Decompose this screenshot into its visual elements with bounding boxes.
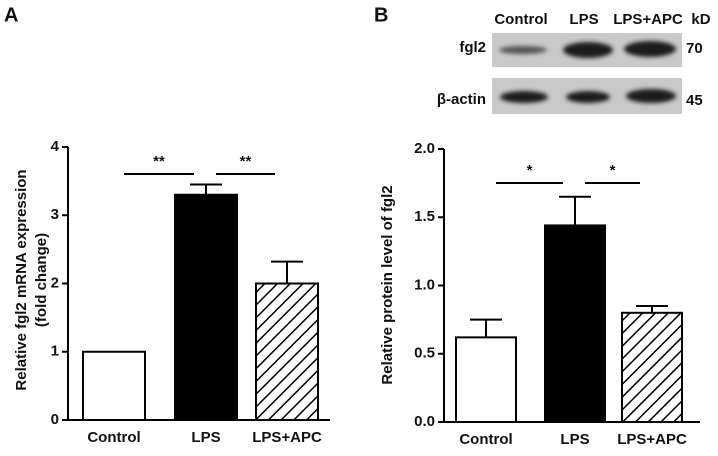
unit-label: kD	[691, 11, 710, 28]
size-label: 45	[686, 92, 703, 109]
lane-label: Control	[494, 11, 547, 28]
x-tick-label: Control	[459, 431, 512, 448]
bar	[82, 350, 146, 421]
y-tick-label: 2.0	[414, 140, 435, 157]
bar	[174, 193, 238, 421]
row-label: β-actin	[437, 91, 486, 108]
blot	[492, 33, 682, 114]
y-tick-label: 0.5	[414, 345, 435, 362]
size-label: 70	[686, 40, 703, 57]
x-tick-label: LPS+APC	[252, 429, 322, 446]
y-tick-label: 2	[51, 274, 59, 291]
x-tick-label: LPS+APC	[617, 431, 687, 448]
bar	[621, 311, 683, 423]
y-tick-label: 1.5	[414, 208, 435, 225]
significance-label: *	[610, 162, 616, 179]
bar	[455, 336, 517, 423]
y-tick-label: 1.0	[414, 276, 435, 293]
y-tick-label: 0.0	[414, 413, 435, 430]
significance-label: **	[240, 153, 252, 170]
bar	[544, 224, 606, 423]
x-tick-label: Control	[87, 429, 140, 446]
bar	[255, 282, 319, 421]
y-tick-label: 4	[51, 138, 60, 155]
y-axis-label: Relative protein level of fgl2	[379, 185, 396, 384]
row-label: fgl2	[459, 39, 486, 56]
panel-letter: B	[374, 4, 388, 26]
x-tick-label: LPS	[191, 429, 220, 446]
y-tick-label: 0	[51, 411, 59, 428]
y-tick-label: 1	[51, 343, 59, 360]
y-tick-label: 3	[51, 206, 59, 223]
significance-label: *	[527, 162, 533, 179]
lane-label: LPS	[569, 11, 598, 28]
lane-label: LPS+APC	[613, 11, 683, 28]
significance-label: **	[153, 153, 165, 170]
y-axis-label: Relative fgl2 mRNA expression	[13, 169, 30, 390]
panel-letter: A	[4, 4, 18, 26]
x-tick-label: LPS	[560, 431, 589, 448]
y-axis-label: (fold change)	[33, 233, 50, 327]
